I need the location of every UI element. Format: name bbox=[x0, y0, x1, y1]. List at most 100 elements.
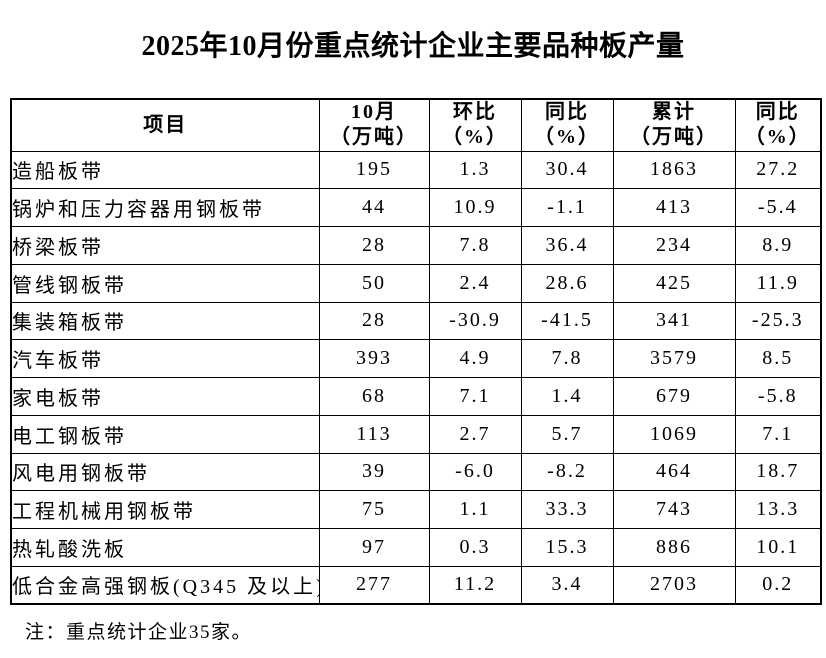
mom-value-cell: 7.8 bbox=[428, 226, 522, 265]
header-cumulative: 累计 （万吨） bbox=[612, 98, 736, 152]
header-yoy-label: 同比 bbox=[545, 101, 589, 124]
cumulative-value-cell: 425 bbox=[612, 263, 736, 303]
cumulative-yoy-value-cell: 8.5 bbox=[734, 339, 822, 378]
cumulative-value-cell: 413 bbox=[612, 188, 736, 227]
item-cell: 管线钢板带 bbox=[10, 263, 320, 303]
cumulative-yoy-value-cell: 18.7 bbox=[734, 452, 822, 492]
mom-value-cell: 1.1 bbox=[428, 490, 522, 529]
october-value-cell: 195 bbox=[318, 150, 430, 190]
october-value-cell: 68 bbox=[318, 377, 430, 416]
header-mom: 环比 （%） bbox=[428, 98, 522, 152]
item-cell: 集装箱板带 bbox=[10, 301, 320, 341]
mom-value-cell: 11.2 bbox=[428, 565, 522, 605]
cumulative-yoy-value-cell: -25.3 bbox=[734, 301, 822, 341]
october-value-cell: 113 bbox=[318, 414, 430, 454]
item-cell: 工程机械用钢板带 bbox=[10, 490, 320, 529]
october-value-cell: 28 bbox=[318, 226, 430, 265]
october-value-cell: 44 bbox=[318, 188, 430, 227]
yoy-value-cell: 30.4 bbox=[520, 150, 614, 190]
cumulative-value-cell: 234 bbox=[612, 226, 736, 265]
yoy-value-cell: -8.2 bbox=[520, 452, 614, 492]
cumulative-yoy-value-cell: -5.8 bbox=[734, 377, 822, 416]
header-cumulative-yoy-unit: （%） bbox=[744, 126, 811, 149]
table-row: 汽车板带 393 4.9 7.8 3579 8.5 bbox=[10, 339, 822, 378]
cumulative-value-cell: 886 bbox=[612, 528, 736, 567]
table-row: 风电用钢板带 39 -6.0 -8.2 464 18.7 bbox=[10, 452, 822, 492]
mom-value-cell: 2.4 bbox=[428, 263, 522, 303]
item-cell: 造船板带 bbox=[10, 150, 320, 190]
yoy-value-cell: 15.3 bbox=[520, 528, 614, 567]
october-value-cell: 28 bbox=[318, 301, 430, 341]
header-cumulative-yoy: 同比 （%） bbox=[734, 98, 822, 152]
mom-value-cell: 1.3 bbox=[428, 150, 522, 190]
mom-value-cell: 0.3 bbox=[428, 528, 522, 567]
item-cell: 家电板带 bbox=[10, 377, 320, 416]
yoy-value-cell: 3.4 bbox=[520, 565, 614, 605]
item-cell: 桥梁板带 bbox=[10, 226, 320, 265]
cumulative-yoy-value-cell: 7.1 bbox=[734, 414, 822, 454]
mom-value-cell: -6.0 bbox=[428, 452, 522, 492]
yoy-value-cell: 5.7 bbox=[520, 414, 614, 454]
october-value-cell: 393 bbox=[318, 339, 430, 378]
table-row: 电工钢板带 113 2.7 5.7 1069 7.1 bbox=[10, 414, 822, 454]
header-october: 10月 （万吨） bbox=[318, 98, 430, 152]
table-body: 造船板带 195 1.3 30.4 1863 27.2 锅炉和压力容器用钢板带 … bbox=[10, 150, 822, 605]
cumulative-yoy-value-cell: 11.9 bbox=[734, 263, 822, 303]
yoy-value-cell: 28.6 bbox=[520, 263, 614, 303]
cumulative-value-cell: 464 bbox=[612, 452, 736, 492]
cumulative-value-cell: 341 bbox=[612, 301, 736, 341]
table-row: 造船板带 195 1.3 30.4 1863 27.2 bbox=[10, 150, 822, 190]
cumulative-yoy-value-cell: 10.1 bbox=[734, 528, 822, 567]
cumulative-yoy-value-cell: 13.3 bbox=[734, 490, 822, 529]
item-cell: 热轧酸洗板 bbox=[10, 528, 320, 567]
october-value-cell: 50 bbox=[318, 263, 430, 303]
cumulative-yoy-value-cell: 0.2 bbox=[734, 565, 822, 605]
item-cell: 低合金高强钢板(Q345 及以上) bbox=[10, 565, 320, 605]
october-value-cell: 97 bbox=[318, 528, 430, 567]
item-cell: 锅炉和压力容器用钢板带 bbox=[10, 188, 320, 227]
table-row: 管线钢板带 50 2.4 28.6 425 11.9 bbox=[10, 263, 822, 303]
header-yoy: 同比 （%） bbox=[520, 98, 614, 152]
table-row: 家电板带 68 7.1 1.4 679 -5.8 bbox=[10, 377, 822, 416]
cumulative-value-cell: 2703 bbox=[612, 565, 736, 605]
october-value-cell: 75 bbox=[318, 490, 430, 529]
yoy-value-cell: 33.3 bbox=[520, 490, 614, 529]
table-row: 桥梁板带 28 7.8 36.4 234 8.9 bbox=[10, 226, 822, 265]
october-value-cell: 277 bbox=[318, 565, 430, 605]
yoy-value-cell: 36.4 bbox=[520, 226, 614, 265]
cumulative-value-cell: 679 bbox=[612, 377, 736, 416]
october-value-cell: 39 bbox=[318, 452, 430, 492]
table-row: 集装箱板带 28 -30.9 -41.5 341 -25.3 bbox=[10, 301, 822, 341]
footnote: 注：重点统计企业35家。 bbox=[25, 622, 253, 643]
item-cell: 风电用钢板带 bbox=[10, 452, 320, 492]
yoy-value-cell: -41.5 bbox=[520, 301, 614, 341]
header-item-label: 项目 bbox=[143, 113, 188, 136]
mom-value-cell: 7.1 bbox=[428, 377, 522, 416]
page-title: 2025年10月份重点统计企业主要品种板产量 bbox=[141, 31, 685, 62]
table-row: 热轧酸洗板 97 0.3 15.3 886 10.1 bbox=[10, 528, 822, 567]
cumulative-yoy-value-cell: 8.9 bbox=[734, 226, 822, 265]
cumulative-value-cell: 743 bbox=[612, 490, 736, 529]
table-row: 低合金高强钢板(Q345 及以上) 277 11.2 3.4 2703 0.2 bbox=[10, 565, 822, 605]
cumulative-yoy-value-cell: -5.4 bbox=[734, 188, 822, 227]
item-cell: 电工钢板带 bbox=[10, 414, 320, 454]
table-row: 工程机械用钢板带 75 1.1 33.3 743 13.3 bbox=[10, 490, 822, 529]
yoy-value-cell: 1.4 bbox=[520, 377, 614, 416]
header-october-unit: （万吨） bbox=[330, 126, 418, 149]
header-cumulative-unit: （万吨） bbox=[630, 126, 718, 149]
cumulative-value-cell: 1069 bbox=[612, 414, 736, 454]
mom-value-cell: -30.9 bbox=[428, 301, 522, 341]
header-mom-unit: （%） bbox=[442, 126, 508, 149]
header-row: 项目 10月 （万吨） 环比 （%） 同比 （%） 累计 （万吨） 同比 （%） bbox=[10, 98, 822, 152]
header-mom-label: 环比 bbox=[453, 101, 497, 124]
header-item: 项目 bbox=[10, 98, 320, 152]
header-cumulative-yoy-label: 同比 bbox=[755, 101, 800, 124]
mom-value-cell: 10.9 bbox=[428, 188, 522, 227]
mom-value-cell: 4.9 bbox=[428, 339, 522, 378]
mom-value-cell: 2.7 bbox=[428, 414, 522, 454]
header-yoy-unit: （%） bbox=[534, 126, 600, 149]
cumulative-value-cell: 1863 bbox=[612, 150, 736, 190]
header-october-label: 10月 bbox=[351, 101, 397, 124]
yoy-value-cell: -1.1 bbox=[520, 188, 614, 227]
table-row: 锅炉和压力容器用钢板带 44 10.9 -1.1 413 -5.4 bbox=[10, 188, 822, 227]
